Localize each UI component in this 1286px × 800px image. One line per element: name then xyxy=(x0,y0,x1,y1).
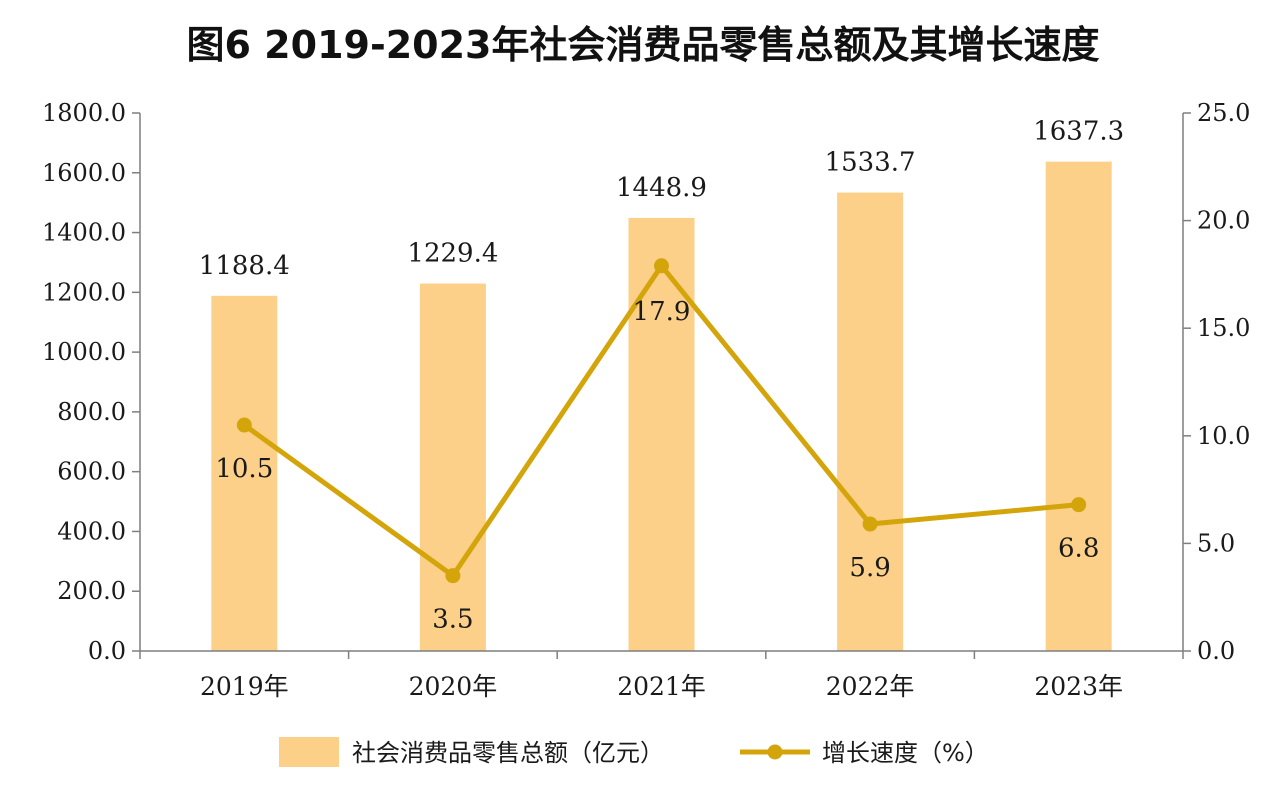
bar-value-label: 1533.7 xyxy=(825,148,916,178)
growth-value-label: 10.5 xyxy=(215,454,273,484)
growth-value-label: 6.8 xyxy=(1058,534,1099,564)
growth-point-4 xyxy=(1071,497,1087,513)
left-tick-label: 600.0 xyxy=(57,458,126,486)
bar-0 xyxy=(211,295,278,651)
right-tick-label: 10.0 xyxy=(1197,422,1250,450)
left-tick-label: 1200.0 xyxy=(42,278,126,306)
bar-value-label: 1637.3 xyxy=(1033,117,1124,147)
growth-point-0 xyxy=(236,417,252,433)
legend: 社会消费品零售总额（亿元） 增长速度（%） xyxy=(279,737,989,767)
right-tick-label: 20.0 xyxy=(1197,207,1250,235)
bars-group xyxy=(211,161,1112,652)
legend-line-marker xyxy=(767,744,783,760)
category-label: 2021年 xyxy=(617,672,706,701)
data-labels-group: 1188.4 1229.4 1448.9 1533.7 1637.3 10.5 3.5 17.… xyxy=(199,117,1124,635)
category-label: 2022年 xyxy=(826,672,915,701)
bar-value-label: 1188.4 xyxy=(199,251,290,281)
left-tick-label: 1400.0 xyxy=(42,219,126,247)
bar-4 xyxy=(1045,161,1112,652)
right-tick-label: 15.0 xyxy=(1197,314,1250,342)
bar-value-label: 1448.9 xyxy=(616,173,707,203)
legend-bar-label: 社会消费品零售总额（亿元） xyxy=(352,739,664,767)
right-tick-label: 25.0 xyxy=(1197,99,1250,127)
legend-bar-swatch xyxy=(279,737,339,767)
line-series-group xyxy=(236,258,1087,584)
left-tick-label: 400.0 xyxy=(57,517,126,545)
axes-group: 0.0 200.0 400.0 600.0 800.0 1000.0 1200.0 1400.… xyxy=(42,99,1250,701)
growth-point-3 xyxy=(862,516,878,532)
left-tick-label: 0.0 xyxy=(88,637,126,665)
legend-line-label: 增长速度（%） xyxy=(822,739,989,767)
right-tick-label: 5.0 xyxy=(1197,529,1235,557)
chart-title: 图6 2019-2023年社会消费品零售总额及其增长速度 xyxy=(186,23,1100,67)
right-tick-label: 0.0 xyxy=(1197,637,1235,665)
left-tick-label: 1800.0 xyxy=(42,99,126,127)
category-label: 2020年 xyxy=(409,672,498,701)
bar-3 xyxy=(837,192,904,651)
bar-value-label: 1229.4 xyxy=(407,239,498,269)
growth-point-1 xyxy=(445,568,461,584)
growth-value-label: 17.9 xyxy=(633,297,691,327)
left-tick-label: 1600.0 xyxy=(42,159,126,187)
bar-1 xyxy=(419,283,486,651)
growth-point-2 xyxy=(654,258,669,274)
bar-2 xyxy=(628,217,695,652)
left-tick-label: 200.0 xyxy=(57,577,126,605)
growth-value-label: 5.9 xyxy=(849,553,890,583)
left-tick-label: 800.0 xyxy=(57,398,126,426)
category-label: 2023年 xyxy=(1034,672,1123,701)
left-tick-label: 1000.0 xyxy=(42,338,126,366)
growth-value-label: 3.5 xyxy=(432,605,473,635)
category-label: 2019年 xyxy=(200,672,289,701)
